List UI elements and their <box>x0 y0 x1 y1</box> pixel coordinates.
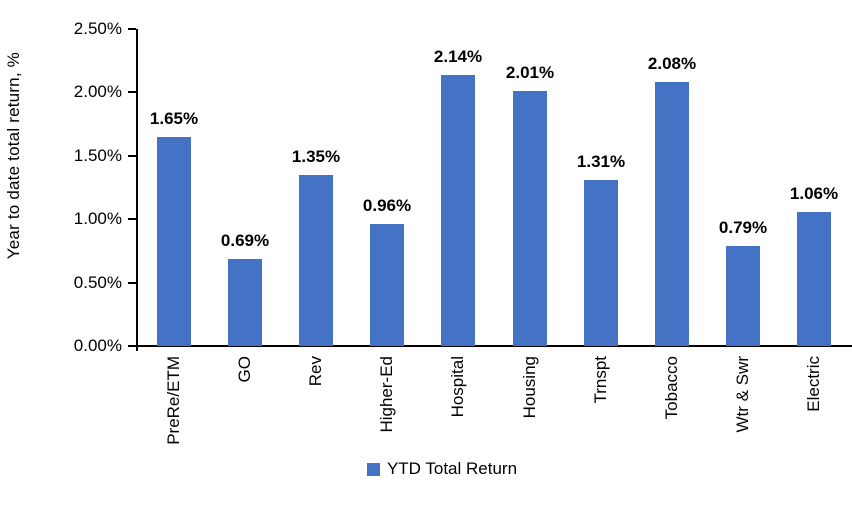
bar <box>157 137 191 346</box>
y-tick-mark <box>128 218 136 221</box>
y-tick-mark <box>128 345 136 347</box>
bar <box>370 224 404 346</box>
bar-value-label: 1.31% <box>576 152 626 171</box>
x-category-label: PreRe/ETM <box>164 356 183 445</box>
y-axis-line <box>136 29 138 351</box>
bar <box>228 259 262 346</box>
y-tick-label: 1.00% <box>73 209 122 229</box>
x-category-label: Electric <box>804 356 823 412</box>
legend-label: YTD Total Return <box>386 459 518 478</box>
x-category-label: Wtr & Swr <box>733 356 752 433</box>
x-category-label: GO <box>235 356 254 383</box>
legend-swatch-icon <box>366 462 380 476</box>
y-tick-label: 2.50% <box>73 19 122 38</box>
bar-value-label: 1.65% <box>149 109 199 128</box>
y-tick-mark <box>128 154 136 157</box>
bar <box>584 180 618 346</box>
bar <box>655 82 689 346</box>
y-axis-title: Year to date total return, % <box>4 52 23 260</box>
bar <box>299 175 333 346</box>
x-category-label: Higher-Ed <box>377 356 396 433</box>
y-tick-mark <box>128 28 136 30</box>
bar-value-label: 1.06% <box>789 184 839 203</box>
bar-value-label: 0.79% <box>718 218 768 237</box>
bar <box>797 212 831 346</box>
y-tick-mark <box>128 281 136 284</box>
bar <box>513 91 547 346</box>
bar-value-label: 0.96% <box>362 196 412 215</box>
y-tick-label: 1.50% <box>73 145 122 165</box>
bar-value-label: 2.14% <box>433 47 483 66</box>
x-category-label: Housing <box>520 356 539 419</box>
legend: YTD Total Return <box>16 459 852 479</box>
bar <box>441 75 475 346</box>
y-tick-label: 2.00% <box>73 82 122 102</box>
x-category-label: Tobacco <box>662 356 681 420</box>
bar-value-label: 1.35% <box>291 147 341 166</box>
x-category-label: Hospital <box>448 356 467 418</box>
x-category-label: Rev <box>306 356 325 387</box>
bar-value-label: 0.69% <box>220 231 270 250</box>
y-tick-label: 0.50% <box>73 272 122 292</box>
x-axis-line <box>136 345 852 347</box>
bar-value-label: 2.01% <box>505 63 555 82</box>
y-tick-mark <box>128 91 136 94</box>
bar-value-label: 2.08% <box>647 54 697 73</box>
bar <box>726 246 760 346</box>
y-tick-label: 0.00% <box>73 336 122 355</box>
x-category-label: Trnspt <box>591 356 610 404</box>
